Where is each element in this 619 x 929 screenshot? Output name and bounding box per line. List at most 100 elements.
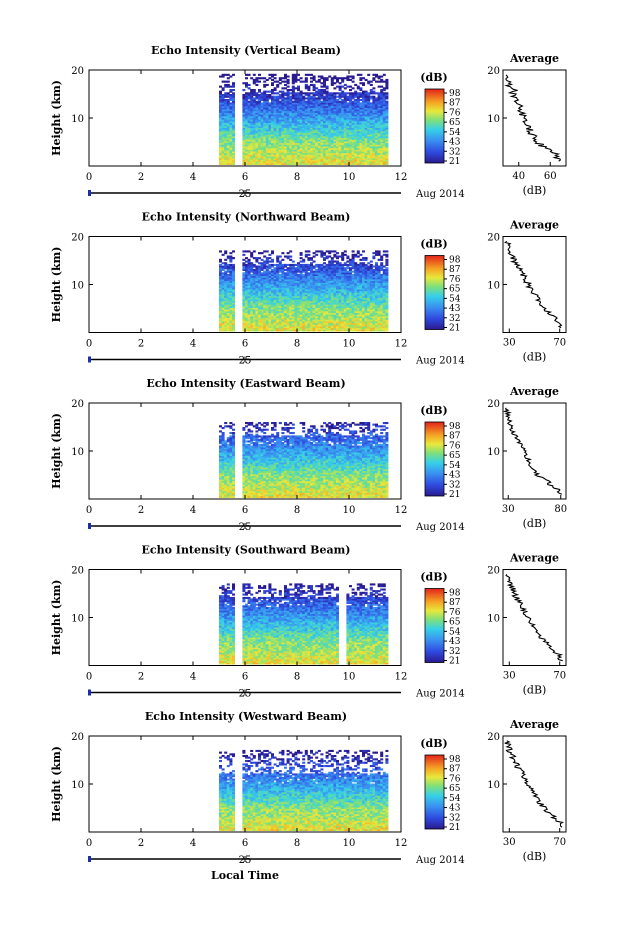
heatmap-cell xyxy=(265,139,269,142)
heatmap-cell xyxy=(317,119,321,122)
heatmap-cell xyxy=(310,127,313,130)
heatmap-cell xyxy=(265,157,269,160)
heatmap-cell xyxy=(232,142,235,145)
heatmap-cell xyxy=(289,125,293,128)
heatmap-cell xyxy=(263,129,267,132)
heatmap-cell xyxy=(343,92,347,95)
heatmap-cell xyxy=(302,132,306,135)
heatmap-cell xyxy=(291,77,295,80)
heatmap-cell xyxy=(260,162,264,165)
heatmap-cell xyxy=(338,92,342,95)
heatmap-cell xyxy=(367,73,371,76)
heatmap-cell xyxy=(242,115,246,118)
heatmap-cell xyxy=(299,152,303,155)
heatmap-cell xyxy=(271,154,274,157)
heatmap-cell xyxy=(263,161,267,164)
heatmap-cell xyxy=(247,136,251,139)
heatmap-cell xyxy=(323,122,326,125)
heatmap-cell xyxy=(219,114,222,117)
heatmap-cell xyxy=(304,78,308,81)
heatmap-cell xyxy=(219,154,222,157)
heatmap-cell xyxy=(258,124,261,127)
heatmap-cell xyxy=(276,100,280,103)
heatmap-cell xyxy=(224,92,228,95)
heatmap-cell xyxy=(260,156,264,159)
heatmap-cell xyxy=(336,95,339,98)
heatmap-cell xyxy=(297,127,300,130)
heatmap-cell xyxy=(255,156,259,159)
heatmap-cell xyxy=(263,142,267,145)
heatmap-cell xyxy=(242,146,246,149)
heatmap-cell xyxy=(224,119,228,122)
heatmap-cell xyxy=(229,85,233,88)
heatmap-cell xyxy=(273,131,277,134)
heatmap-cell xyxy=(242,142,246,145)
heatmap-cell xyxy=(273,147,277,150)
heatmap-cell xyxy=(315,129,319,132)
heatmap-cell xyxy=(265,147,269,150)
heatmap-cell xyxy=(315,161,319,164)
x-tick-label: 10 xyxy=(343,172,356,183)
heatmap-cell xyxy=(281,131,285,134)
heatmap-cell xyxy=(284,141,287,144)
heatmap-cell xyxy=(245,94,248,97)
heatmap-cell xyxy=(260,142,264,145)
heatmap-cell xyxy=(226,142,230,145)
heatmap-cell xyxy=(260,120,264,123)
heatmap-cell xyxy=(284,142,287,145)
heatmap-cell xyxy=(245,117,248,120)
heatmap-cell xyxy=(226,129,230,132)
heatmap-cell xyxy=(219,115,222,118)
heatmap-cell xyxy=(232,127,235,130)
heatmap-cell xyxy=(271,125,274,128)
heatmap-cell xyxy=(302,152,306,155)
heatmap-cell xyxy=(245,105,248,108)
heatmap-cell xyxy=(302,114,306,117)
heatmap-cell xyxy=(323,262,326,265)
heatmap-cell xyxy=(281,99,285,102)
heatmap-cell xyxy=(312,102,316,105)
heatmap-cell xyxy=(320,125,324,128)
heatmap-cell xyxy=(232,92,235,95)
heatmap-cell xyxy=(289,99,293,102)
heatmap-cell xyxy=(294,162,298,165)
heatmap-cell xyxy=(219,105,222,108)
heatmap-cell xyxy=(281,142,285,145)
heatmap-cell xyxy=(307,146,311,149)
heatmap-cell xyxy=(281,95,285,98)
heatmap-cell xyxy=(271,73,274,76)
heatmap-cell xyxy=(312,112,316,115)
heatmap-cell xyxy=(312,115,316,118)
heatmap-cell xyxy=(276,156,280,159)
heatmap-cell xyxy=(286,161,290,164)
heatmap-cell xyxy=(258,100,261,103)
heatmap-cell xyxy=(226,112,230,115)
heatmap-cell xyxy=(224,144,228,147)
heatmap-cell xyxy=(299,156,303,159)
heatmap-cell xyxy=(291,94,295,97)
heatmap-cell xyxy=(260,102,264,105)
heatmap-cell xyxy=(286,122,290,125)
heatmap-cell xyxy=(284,112,287,115)
heatmap-cell xyxy=(221,136,225,139)
heatmap-cell xyxy=(320,90,324,93)
heatmap-cell xyxy=(245,82,248,85)
heatmap-cell xyxy=(273,151,277,154)
heatmap-cell xyxy=(247,100,251,103)
heatmap-cell xyxy=(362,90,365,93)
heatmap-cell xyxy=(271,151,274,154)
heatmap-cell xyxy=(247,110,251,113)
heatmap-cell xyxy=(252,104,256,107)
heatmap-cell xyxy=(307,94,311,97)
heatmap-cell xyxy=(247,250,251,253)
heatmap-cell xyxy=(297,119,300,122)
heatmap-cell xyxy=(265,137,269,140)
heatmap-cell xyxy=(310,157,313,160)
heatmap-cell xyxy=(232,102,235,105)
heatmap-cell xyxy=(250,273,254,276)
heatmap-cell xyxy=(263,124,267,127)
heatmap-cell xyxy=(260,131,264,134)
heatmap-cell xyxy=(221,119,225,122)
heatmap-cell xyxy=(289,120,293,123)
heatmap-cell xyxy=(299,136,303,139)
